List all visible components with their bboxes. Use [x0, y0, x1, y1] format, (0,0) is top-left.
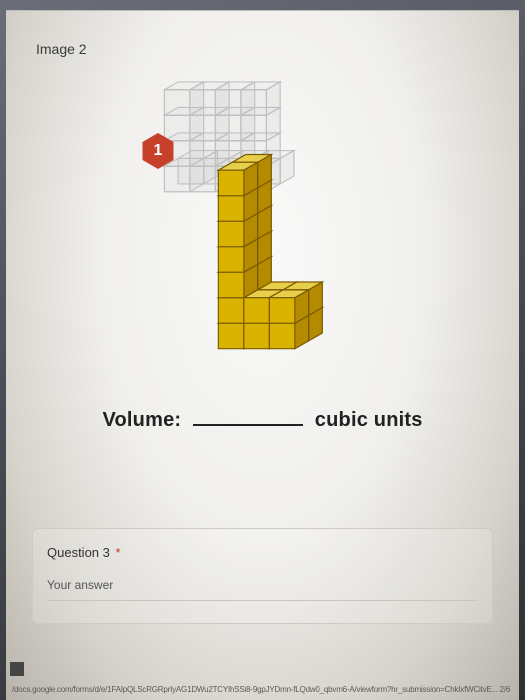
- badge-number: 1: [154, 142, 163, 160]
- figure: 1: [32, 61, 493, 401]
- answer-blank[interactable]: [193, 417, 303, 426]
- required-star: *: [116, 545, 121, 560]
- image-label: Image 2: [36, 41, 493, 57]
- cube-rendering: [32, 61, 493, 401]
- volume-label-right: cubic units: [315, 409, 423, 431]
- answer-card: Question 3 * Your answer: [32, 528, 493, 624]
- volume-label-left: Volume:: [102, 409, 181, 431]
- worksheet-page: Image 2 1 Volume: cubic units Question 3…: [6, 10, 519, 700]
- page-marker: [10, 662, 24, 676]
- your-answer-input[interactable]: Your answer: [47, 578, 478, 601]
- footer-url: /docs.google.com/forms/d/e/1FAIpQLScRGRp…: [6, 685, 519, 694]
- question-text: Question 3: [47, 545, 110, 560]
- question-label: Question 3 *: [47, 545, 478, 560]
- volume-prompt: Volume: cubic units: [32, 409, 493, 432]
- question-number-badge: 1: [140, 133, 176, 169]
